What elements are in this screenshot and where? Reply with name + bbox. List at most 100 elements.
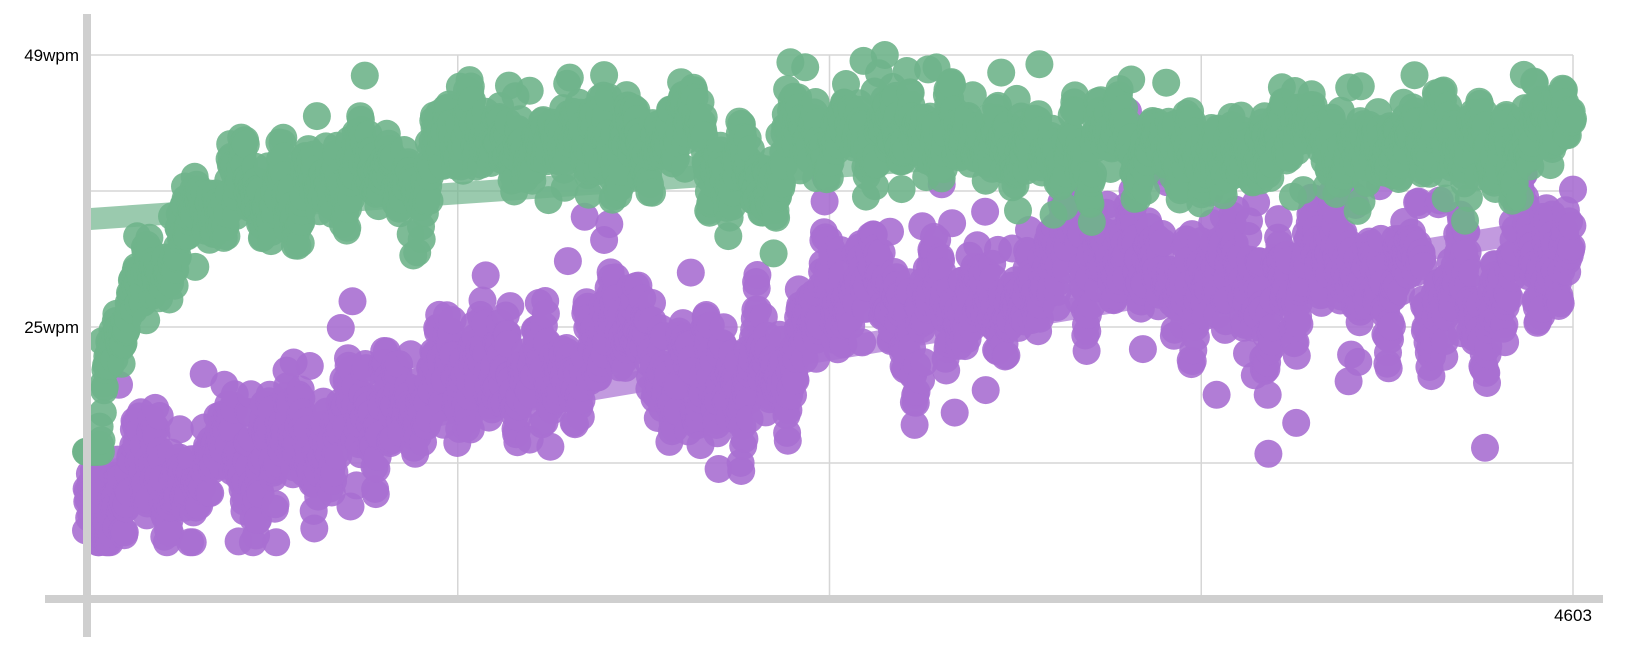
data-point [1289,176,1318,205]
data-point [1506,183,1534,212]
data-point [531,299,560,328]
data-point [407,225,436,254]
data-point [1282,408,1311,437]
data-point [910,348,939,377]
data-point [196,479,225,508]
data-point [1559,104,1587,133]
data-point [570,202,599,231]
data-point [178,528,207,557]
data-point [709,313,738,342]
data-point [876,217,904,246]
data-point [759,239,788,268]
tick-labels: 49wpm 25wpm 4603 [24,46,1592,625]
data-point [940,398,969,427]
data-point [1491,328,1520,357]
data-point [515,76,544,105]
data-point [971,197,1000,226]
data-point [550,173,579,202]
data-point [1050,192,1079,221]
data-point [88,398,117,427]
data-point [574,180,603,209]
data-point [1458,259,1487,287]
data-point [336,492,365,521]
data-point [1377,312,1406,341]
data-point [231,130,260,159]
data-point [781,366,810,395]
data-point [704,455,733,483]
data-point [1152,68,1181,97]
data-point [1072,337,1101,365]
data-point [471,261,500,290]
data-point [810,187,839,216]
data-point [295,352,324,380]
data-point [1128,335,1157,364]
data-point [676,258,705,287]
data-point [848,328,877,357]
data-point [496,292,525,321]
data-point [590,61,619,90]
data-point [938,209,967,238]
data-point [181,252,210,281]
data-point [801,88,830,116]
data-point [791,53,820,82]
data-point [1400,61,1429,90]
data-points [72,41,1587,557]
data-point [1454,184,1483,212]
data-point [262,528,291,557]
data-point [326,314,355,342]
data-point [900,410,929,439]
data-point [1374,354,1403,383]
data-point [861,172,890,201]
data-point [1451,206,1479,235]
data-point [396,340,425,369]
data-point [1253,380,1282,409]
data-point [638,178,666,207]
y-tick-label: 49wpm [24,46,79,65]
data-point [87,426,116,455]
data-point [145,402,174,430]
data-point [415,186,444,215]
data-point [971,376,1000,405]
data-point [1096,155,1125,183]
data-point [887,175,916,204]
data-point [1117,65,1146,94]
data-point [595,210,624,239]
data-point [1061,97,1090,126]
x-tick-label: 4603 [1554,606,1592,625]
data-point [992,341,1021,370]
data-point [958,81,987,110]
data-point [743,261,772,289]
data-point [1471,433,1499,462]
data-point [938,70,967,99]
data-point [438,306,467,335]
data-point [1558,211,1587,240]
data-point [1557,232,1586,261]
data-point [987,58,1016,87]
data-point [189,359,218,388]
data-point [1346,72,1375,101]
data-point [536,432,565,461]
data-point [350,61,379,90]
data-point [1264,205,1293,234]
data-point [1431,184,1460,213]
data-point [1473,369,1501,397]
y-tick-label: 25wpm [24,318,79,337]
data-point [468,286,497,315]
data-point [555,63,584,92]
data-point [165,415,194,444]
data-point [892,57,921,85]
data-point [1004,196,1032,225]
data-point [1148,228,1177,257]
data-point [1559,175,1587,204]
axes [45,14,1603,637]
data-point [932,356,961,385]
data-point [110,518,139,547]
data-point [286,229,315,258]
data-point [727,457,756,485]
data-point [1077,208,1106,236]
data-point [261,490,290,519]
data-point [1285,310,1314,339]
data-point [1282,341,1311,370]
data-point [1546,289,1575,318]
